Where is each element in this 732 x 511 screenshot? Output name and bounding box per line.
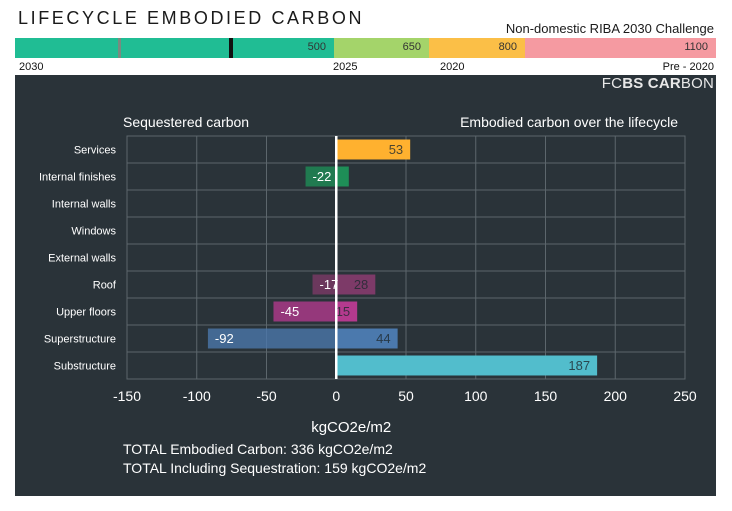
- embodied-bar: [336, 355, 598, 376]
- data-label: 53: [389, 142, 403, 157]
- embodied-bar: [336, 166, 349, 187]
- benchmark-segment-650: 650: [334, 38, 429, 58]
- x-tick-label: 50: [398, 388, 414, 404]
- benchmark-label: 650: [402, 41, 421, 53]
- category-label: Substructure: [54, 361, 116, 373]
- sequestered-bar: [273, 301, 337, 322]
- fcbs-carbon-logo: FCBS CARBON: [601, 75, 714, 92]
- category-label: Internal finishes: [39, 172, 117, 184]
- embodied-marker: [229, 38, 233, 58]
- category-label: Windows: [71, 226, 116, 238]
- category-label: Superstructure: [44, 334, 116, 346]
- sequestered-bar: [312, 274, 337, 295]
- total-sequestration: TOTAL Including Sequestration: 159 kgCO2…: [123, 460, 427, 476]
- sequestered-bar: [207, 328, 337, 349]
- x-tick-label: -150: [113, 388, 141, 404]
- x-tick-label: 250: [673, 388, 697, 404]
- data-label: -45: [280, 304, 299, 319]
- x-tick-label: 150: [534, 388, 558, 404]
- category-label: Roof: [93, 280, 117, 292]
- x-tick-label: 0: [332, 388, 340, 404]
- year-label: 2025: [333, 61, 358, 73]
- right-header: Embodied carbon over the lifecycle: [460, 114, 678, 130]
- category-label: Upper floors: [56, 307, 116, 319]
- data-label: -92: [215, 331, 234, 346]
- benchmark-segment-500: 500: [15, 38, 334, 58]
- embodied-bar: [336, 274, 376, 295]
- total-embodied: TOTAL Embodied Carbon: 336 kgCO2e/m2: [123, 441, 393, 457]
- data-label: 28: [354, 277, 368, 292]
- data-label: 187: [568, 358, 590, 373]
- sequestered-bar: [305, 166, 337, 187]
- data-label: -22: [313, 169, 332, 184]
- x-axis-label: kgCO2e/m2: [311, 419, 391, 436]
- x-tick-label: 100: [464, 388, 488, 404]
- benchmark-segment-800: 800: [429, 38, 525, 58]
- embodied-bar: [336, 328, 398, 349]
- data-label: -17: [320, 277, 339, 292]
- x-tick-label: -50: [256, 388, 276, 404]
- year-label: Pre - 2020: [662, 61, 714, 73]
- benchmark-label: 500: [307, 41, 326, 53]
- x-tick-label: 200: [604, 388, 628, 404]
- category-label: Internal walls: [52, 199, 117, 211]
- data-label: 44: [376, 331, 390, 346]
- benchmark-bar: 500 650 800 1100: [15, 38, 716, 58]
- sequestration-marker: [118, 38, 121, 58]
- x-tick-label: -100: [183, 388, 211, 404]
- left-header: Sequestered carbon: [123, 114, 249, 130]
- data-label: 15: [336, 304, 350, 319]
- category-label: Services: [74, 145, 117, 157]
- embodied-bar: [336, 301, 358, 322]
- chart-panel: FCBS CARBON Sequestered carbon Embodied c…: [15, 75, 716, 496]
- category-label: External walls: [48, 253, 116, 265]
- benchmark-subtitle: Non-domestic RIBA 2030 Challenge: [505, 21, 714, 36]
- year-label: 2030: [19, 61, 44, 73]
- benchmark-years: 2030 2025 2020 Pre - 2020: [15, 61, 716, 75]
- benchmark-label: 800: [498, 41, 517, 53]
- bar-chart: Sequestered carbon Embodied carbon over t…: [39, 114, 697, 436]
- chart-title: LIFECYCLE EMBODIED CARBON: [18, 8, 365, 28]
- year-label: 2020: [440, 61, 465, 73]
- benchmark-label: 1100: [684, 41, 708, 53]
- embodied-bar: [336, 139, 411, 160]
- benchmark-segment-1100: 1100: [525, 38, 716, 58]
